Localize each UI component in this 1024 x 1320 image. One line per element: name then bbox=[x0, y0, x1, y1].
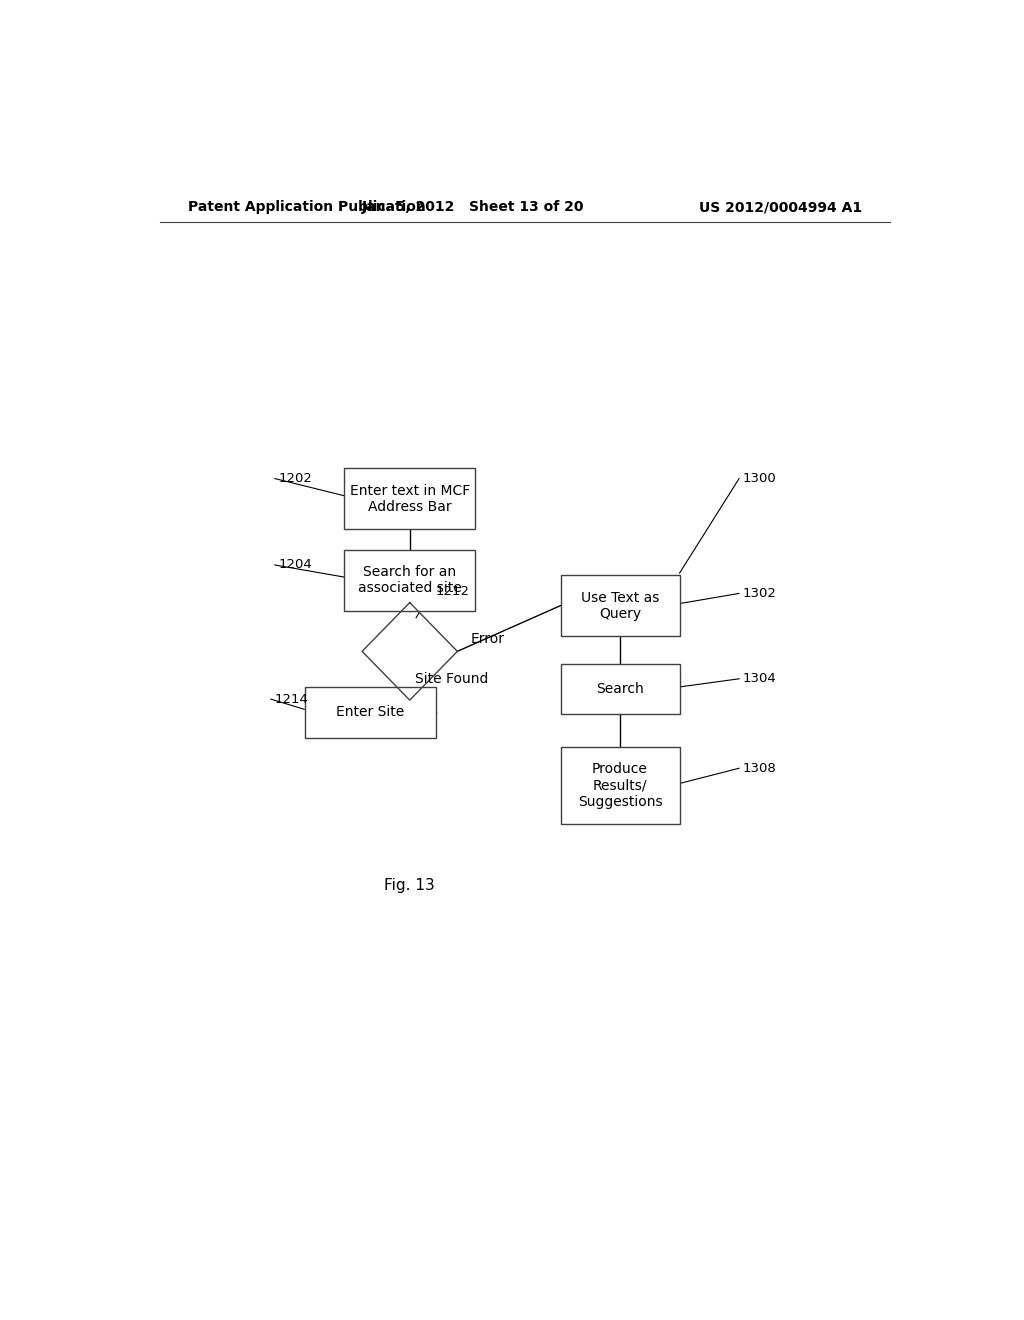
Bar bbox=[560, 576, 680, 636]
Text: 1302: 1302 bbox=[743, 587, 777, 599]
Bar bbox=[560, 747, 680, 824]
Text: 1308: 1308 bbox=[743, 762, 777, 775]
Text: Fig. 13: Fig. 13 bbox=[384, 878, 435, 892]
Text: 1304: 1304 bbox=[743, 672, 777, 685]
Text: 1300: 1300 bbox=[743, 473, 777, 484]
Bar bbox=[344, 469, 475, 529]
Text: Enter Site: Enter Site bbox=[336, 705, 404, 719]
Text: Patent Application Publication: Patent Application Publication bbox=[187, 201, 425, 214]
Text: 1212: 1212 bbox=[436, 585, 470, 598]
Text: Produce
Results/
Suggestions: Produce Results/ Suggestions bbox=[578, 763, 663, 809]
Text: Error: Error bbox=[471, 632, 505, 647]
Text: 1202: 1202 bbox=[279, 473, 312, 484]
Text: US 2012/0004994 A1: US 2012/0004994 A1 bbox=[699, 201, 862, 214]
Text: Use Text as
Query: Use Text as Query bbox=[581, 590, 659, 620]
Text: Site Found: Site Found bbox=[416, 672, 488, 686]
Text: Enter text in MCF
Address Bar: Enter text in MCF Address Bar bbox=[349, 484, 470, 513]
Text: Search for an
associated site: Search for an associated site bbox=[357, 565, 462, 595]
Text: 1204: 1204 bbox=[279, 558, 312, 572]
Text: Search: Search bbox=[596, 682, 644, 696]
Bar bbox=[344, 549, 475, 611]
Bar bbox=[304, 686, 435, 738]
Bar bbox=[560, 664, 680, 714]
Text: Jan. 5, 2012   Sheet 13 of 20: Jan. 5, 2012 Sheet 13 of 20 bbox=[361, 201, 585, 214]
Text: 1214: 1214 bbox=[274, 693, 308, 706]
